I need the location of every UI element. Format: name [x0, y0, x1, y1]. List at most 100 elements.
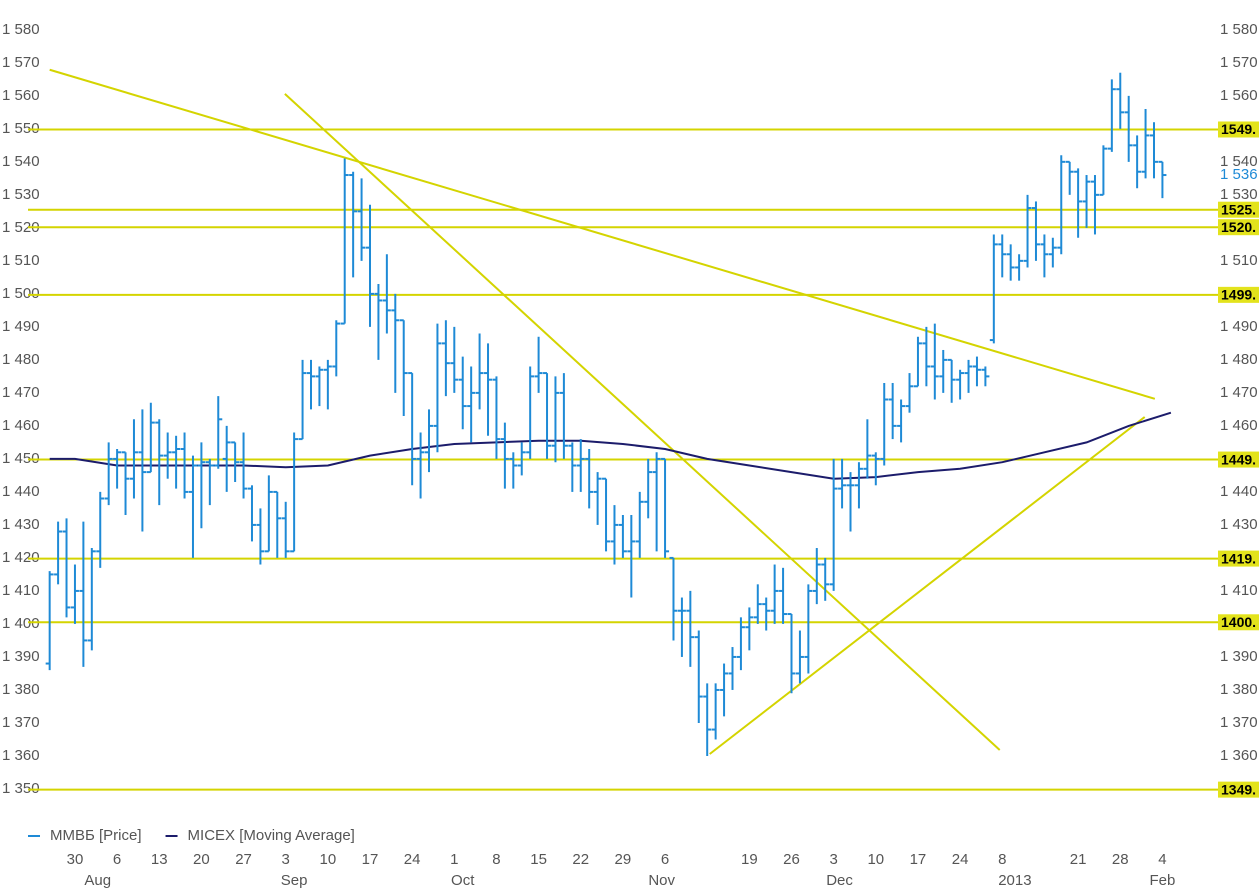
ohlc-bar: [188, 455, 197, 558]
ohlc-bar: [399, 319, 408, 416]
x-tick-label: 8: [998, 851, 1006, 868]
ohlc-bar: [315, 366, 324, 407]
y-tick-label: 1 560: [2, 87, 40, 104]
level-label: 1349.: [1221, 781, 1256, 797]
month-label: Aug: [84, 872, 111, 889]
x-tick-label: 17: [362, 851, 379, 868]
level-label: 1449.: [1221, 451, 1256, 467]
y-tick-label-right: 1 560: [1220, 87, 1258, 104]
x-tick-label: 4: [1158, 851, 1166, 868]
y-tick-label: 1 500: [2, 285, 40, 302]
month-label: Nov: [648, 872, 675, 889]
last-price-box: [1218, 167, 1259, 184]
ohlc-bar: [441, 320, 450, 397]
ohlc-bar: [349, 171, 358, 278]
level-label-box: [1218, 286, 1259, 303]
ohlc-bar: [1107, 79, 1116, 152]
ohlc-bar: [930, 323, 939, 400]
y-tick-label: 1 520: [2, 219, 40, 236]
ohlc-bar: [306, 359, 315, 410]
ohlc-bar: [652, 452, 661, 552]
month-label: Feb: [1149, 872, 1175, 889]
ohlc-bar: [475, 333, 484, 410]
ohlc-bar: [509, 452, 518, 489]
ohlc-bar: [323, 359, 332, 410]
x-tick-label: 22: [572, 851, 589, 868]
ohlc-bar: [1133, 135, 1142, 189]
y-tick-label-right: 1 430: [1220, 516, 1258, 533]
y-tick-label-right: 1 540: [1220, 153, 1258, 170]
ohlc-bar: [129, 419, 138, 499]
ohlc-bar: [593, 472, 602, 525]
y-tick-label-right: 1 470: [1220, 384, 1258, 401]
moving-average: [49, 411, 1172, 480]
ohlc-bar: [1057, 155, 1066, 255]
ohlc-bar: [484, 343, 493, 436]
x-tick-label: 10: [320, 851, 337, 868]
ohlc-bar: [585, 448, 594, 509]
legend-label: MICEX [Moving Average]: [188, 827, 355, 844]
ohlc-bar: [87, 548, 96, 651]
ohlc-bar: [551, 376, 560, 463]
level-label-box: [1218, 451, 1259, 468]
ohlc-bar: [770, 564, 779, 624]
ohlc-bar: [408, 372, 417, 486]
ohlc-bar: [1023, 194, 1032, 268]
month-label: Oct: [451, 872, 475, 889]
x-tick-label: 10: [867, 851, 884, 868]
x-tick-label: 24: [404, 851, 421, 868]
ohlc-bar: [602, 477, 611, 552]
y-tick-label: 1 400: [2, 615, 40, 632]
x-tick-label: 6: [661, 851, 669, 868]
ohlc-bar: [458, 356, 467, 430]
x-tick-label: 6: [113, 851, 121, 868]
y-tick-label-right: 1 410: [1220, 582, 1258, 599]
level-label: 1419.: [1221, 550, 1256, 566]
y-tick-label: 1 350: [2, 780, 40, 797]
y-tick-label: 1 460: [2, 417, 40, 434]
ohlc-bar: [273, 490, 282, 558]
ohlc-bar: [1048, 237, 1057, 268]
ohlc-bar: [787, 613, 796, 694]
ohlc-bar: [703, 683, 712, 756]
level-label: 1400.: [1221, 614, 1256, 630]
y-tick-label-right: 1 390: [1220, 648, 1258, 665]
ohlc-bar: [897, 399, 906, 443]
x-tick-label: 15: [530, 851, 547, 868]
ohlc-bar: [753, 584, 762, 624]
ohlc-bar: [1099, 145, 1108, 196]
x-tick-label: 1: [450, 851, 458, 868]
ohlc-bar: [694, 630, 703, 723]
ohlc-bar: [964, 359, 973, 393]
ohlc-bar: [450, 326, 459, 393]
ohlc-bar: [627, 515, 636, 598]
y-tick-label-right: 1 530: [1220, 186, 1258, 203]
ohlc-bar: [1006, 244, 1015, 281]
ohlc-bar: [871, 452, 880, 486]
y-tick-label: 1 530: [2, 186, 40, 203]
ohlc-bar: [905, 373, 914, 413]
ohlc-bar: [922, 326, 931, 387]
y-tick-label-right: 1 490: [1220, 318, 1258, 335]
ohlc-bar: [197, 442, 206, 529]
ohlc-bar: [366, 204, 375, 327]
ohlc-bar: [332, 320, 341, 377]
y-tick-label-right: 1 580: [1220, 21, 1258, 38]
level-label-box: [1218, 201, 1259, 218]
ohlc-bar: [947, 358, 956, 403]
ohlc-bar: [214, 396, 223, 469]
ohlc-bar: [281, 501, 290, 558]
ohlc-bar: [854, 462, 863, 509]
x-tick-label: 8: [492, 851, 500, 868]
y-tick-label-right: 1 360: [1220, 747, 1258, 764]
month-label: Sep: [281, 872, 308, 889]
y-tick-label-right: 1 440: [1220, 483, 1258, 500]
x-tick-label: 17: [910, 851, 927, 868]
ohlc-bar: [425, 409, 434, 473]
ohlc-bar: [720, 663, 729, 717]
ohlc-bar: [1031, 201, 1040, 261]
ohlc-bar: [559, 373, 568, 459]
ohlc-bar: [686, 590, 695, 667]
ohlc-bar: [256, 508, 265, 565]
ohlc-bar: [433, 323, 442, 453]
